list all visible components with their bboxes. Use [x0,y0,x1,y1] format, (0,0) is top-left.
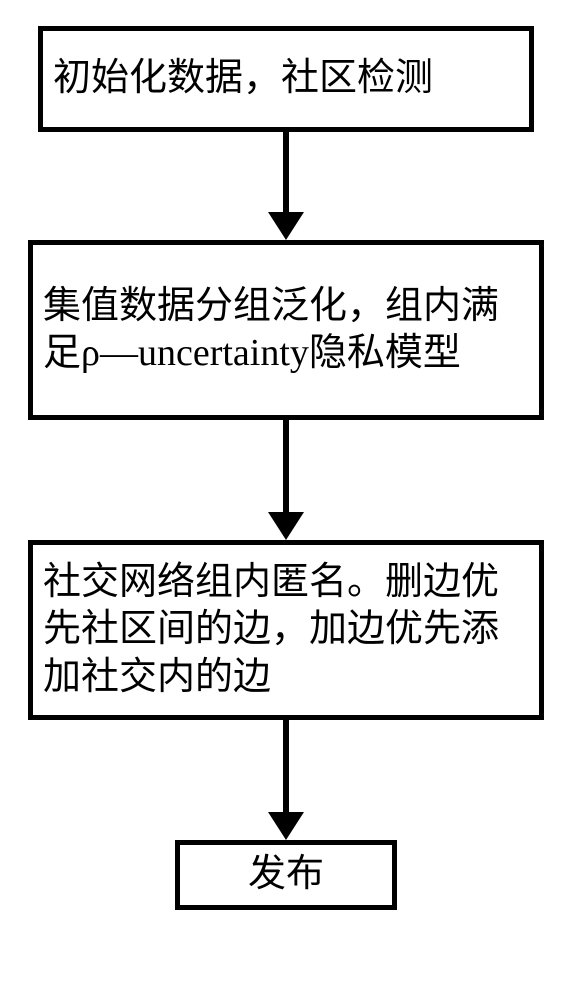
arrow-shaft [283,420,289,512]
arrow-shaft [283,720,289,812]
node-label: 集值数据分组泛化，组内满足ρ—uncertainty隐私模型 [43,283,529,378]
arrow-head-icon [268,212,304,240]
flowchart-node-anonymize: 社交网络组内匿名。删边优先社区间的边，加边优先添加社交内的边 [28,540,544,720]
flowchart-node-init: 初始化数据，社区检测 [38,26,534,132]
arrow-head-icon [268,812,304,840]
arrow-head-icon [268,512,304,540]
flowchart-arrow [268,420,304,540]
flowchart-arrow [268,132,304,240]
node-label: 社交网络组内匿名。删边优先社区间的边，加边优先添加社交内的边 [43,559,529,702]
flowchart-canvas: 初始化数据，社区检测 集值数据分组泛化，组内满足ρ—uncertainty隐私模… [0,0,572,987]
flowchart-arrow [268,720,304,840]
node-label: 初始化数据，社区检测 [53,55,433,103]
flowchart-node-generalize: 集值数据分组泛化，组内满足ρ—uncertainty隐私模型 [28,240,544,420]
node-label: 发布 [248,851,324,899]
arrow-shaft [283,132,289,212]
flowchart-node-publish: 发布 [175,840,397,910]
